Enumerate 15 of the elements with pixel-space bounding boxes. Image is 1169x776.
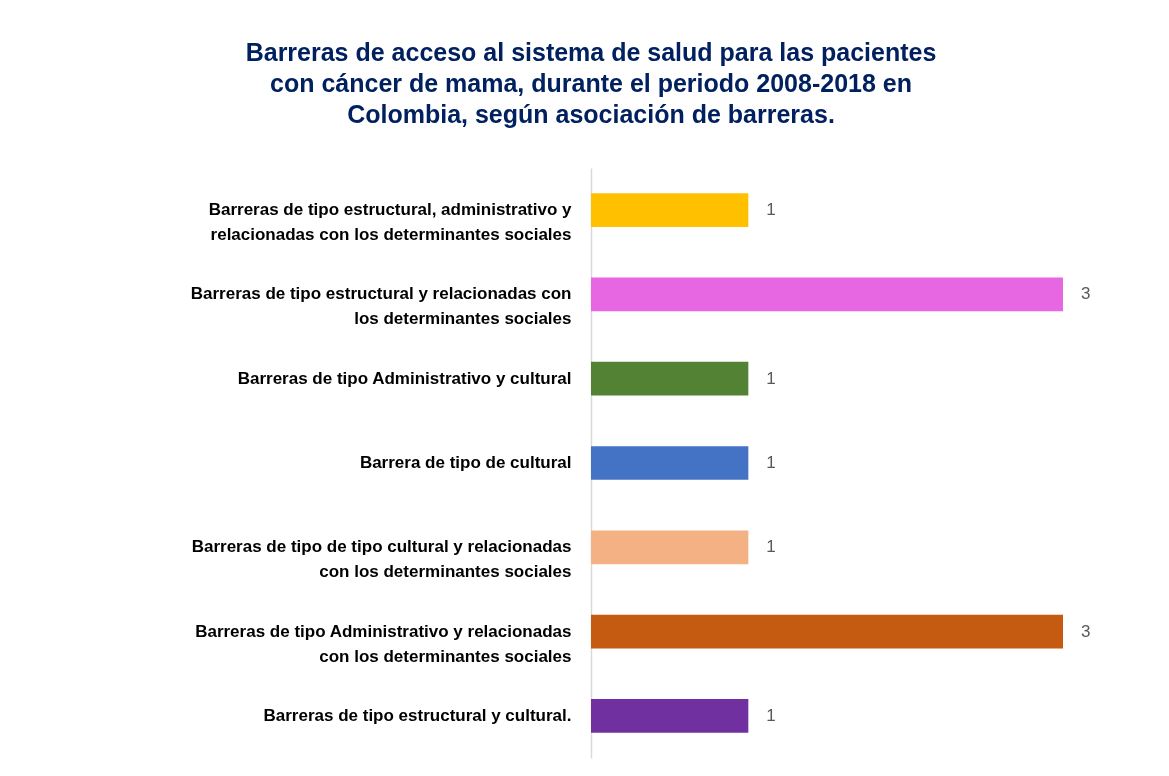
y-tick-label: Barrera de tipo de cultural (359, 453, 572, 472)
y-tick-label: Barreras de tipo estructural y cultural. (263, 705, 572, 725)
chart-title: Barreras de acceso al sistema de salud para las pacientes con cáncer de mama, durante el periodo 2008-2018 en Colombia, según asociación de barreras. (245, 38, 937, 128)
y-tick-label: Barreras de tipo de tipo cultural y relacionadas con los determinantes sociales (191, 537, 572, 582)
y-tick-label: Barreras de tipo estructural, administrativo y relacionadas con los determinantes sociales (208, 200, 573, 245)
data-label: 1 (766, 537, 776, 557)
data-label: 3 (1081, 284, 1091, 304)
data-label: 1 (766, 453, 776, 472)
y-tick-label: Barreras de tipo Administrativo y relacionadas con los determinantes sociales (195, 621, 572, 666)
data-label: 3 (1081, 621, 1091, 641)
y-tick-label: Barreras de tipo Administrativo y cultural (237, 368, 572, 388)
data-label: 1 (766, 200, 776, 220)
data-label: 1 (766, 705, 776, 725)
data-label: 1 (766, 368, 776, 388)
y-tick-label: Barreras de tipo estructural y relacionadas con los determinantes sociales (190, 284, 572, 329)
